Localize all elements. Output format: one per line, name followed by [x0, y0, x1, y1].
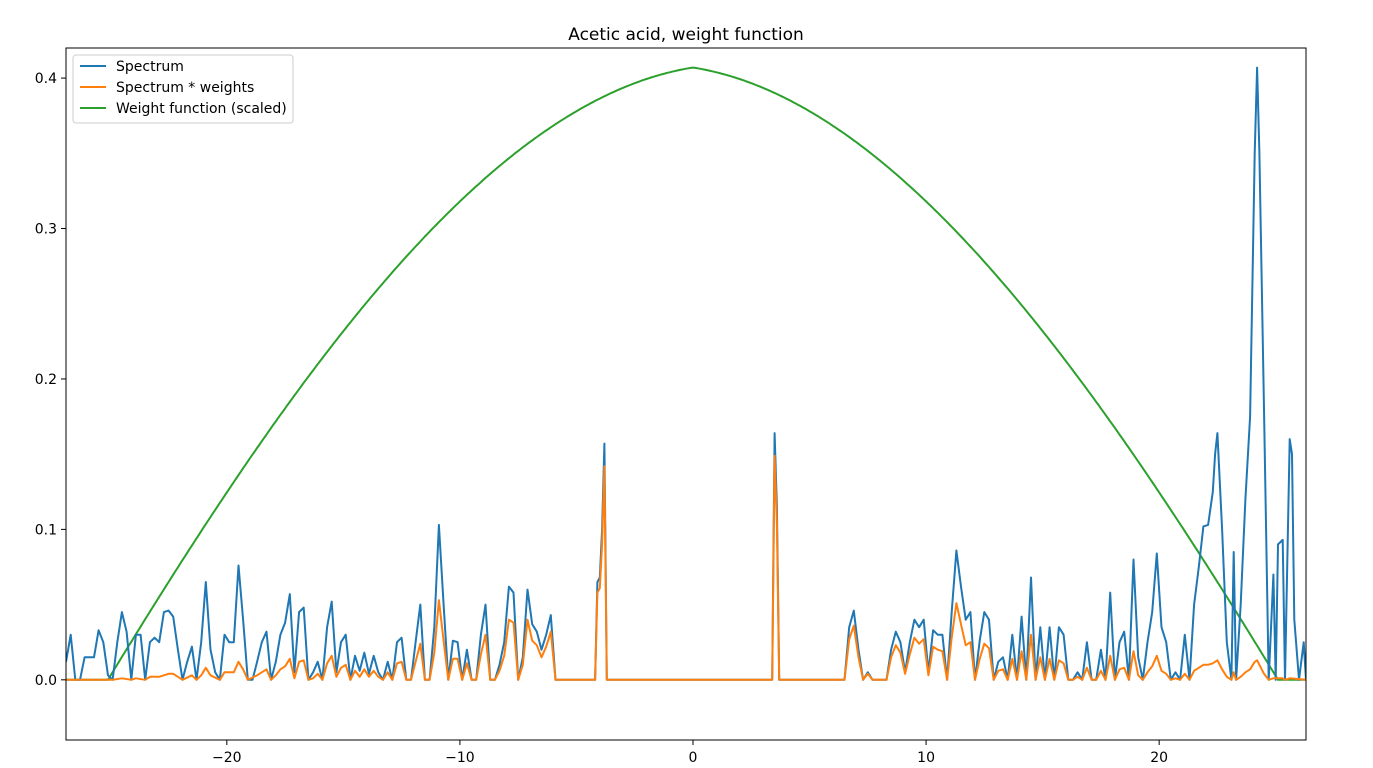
chart-title: Acetic acid, weight function — [568, 25, 804, 45]
x-tick-label: 0 — [689, 750, 698, 766]
x-axis: −20 −10 0 10 20 — [212, 740, 1168, 766]
y-tick-label: 0.0 — [35, 673, 57, 689]
legend-box — [72, 54, 294, 124]
x-tick-label: 20 — [1150, 750, 1168, 766]
series-line-spectrum — [66, 66, 1306, 681]
legend-label-spectrum: Spectrum — [116, 59, 184, 75]
x-tick-label: 10 — [917, 750, 935, 766]
plot-area — [65, 47, 1307, 741]
y-tick-label: 0.2 — [35, 372, 57, 388]
x-tick-label: −10 — [445, 750, 475, 766]
series-line-weight-function — [66, 66, 1306, 681]
series-line-spectrum-weights — [66, 454, 1306, 681]
x-tick-label: −20 — [212, 750, 242, 766]
axes-frame — [65, 47, 1307, 741]
legend: Spectrum Spectrum * weights Weight funct… — [72, 54, 294, 124]
y-tick-label: 0.1 — [35, 522, 57, 538]
y-tick-label: 0.4 — [35, 71, 57, 87]
y-axis: 0.0 0.1 0.2 0.3 0.4 — [35, 71, 66, 689]
legend-label-spectrum-weights: Spectrum * weights — [116, 80, 254, 96]
legend-label-weight-function: Weight function (scaled) — [116, 101, 287, 117]
y-tick-label: 0.3 — [35, 222, 57, 238]
